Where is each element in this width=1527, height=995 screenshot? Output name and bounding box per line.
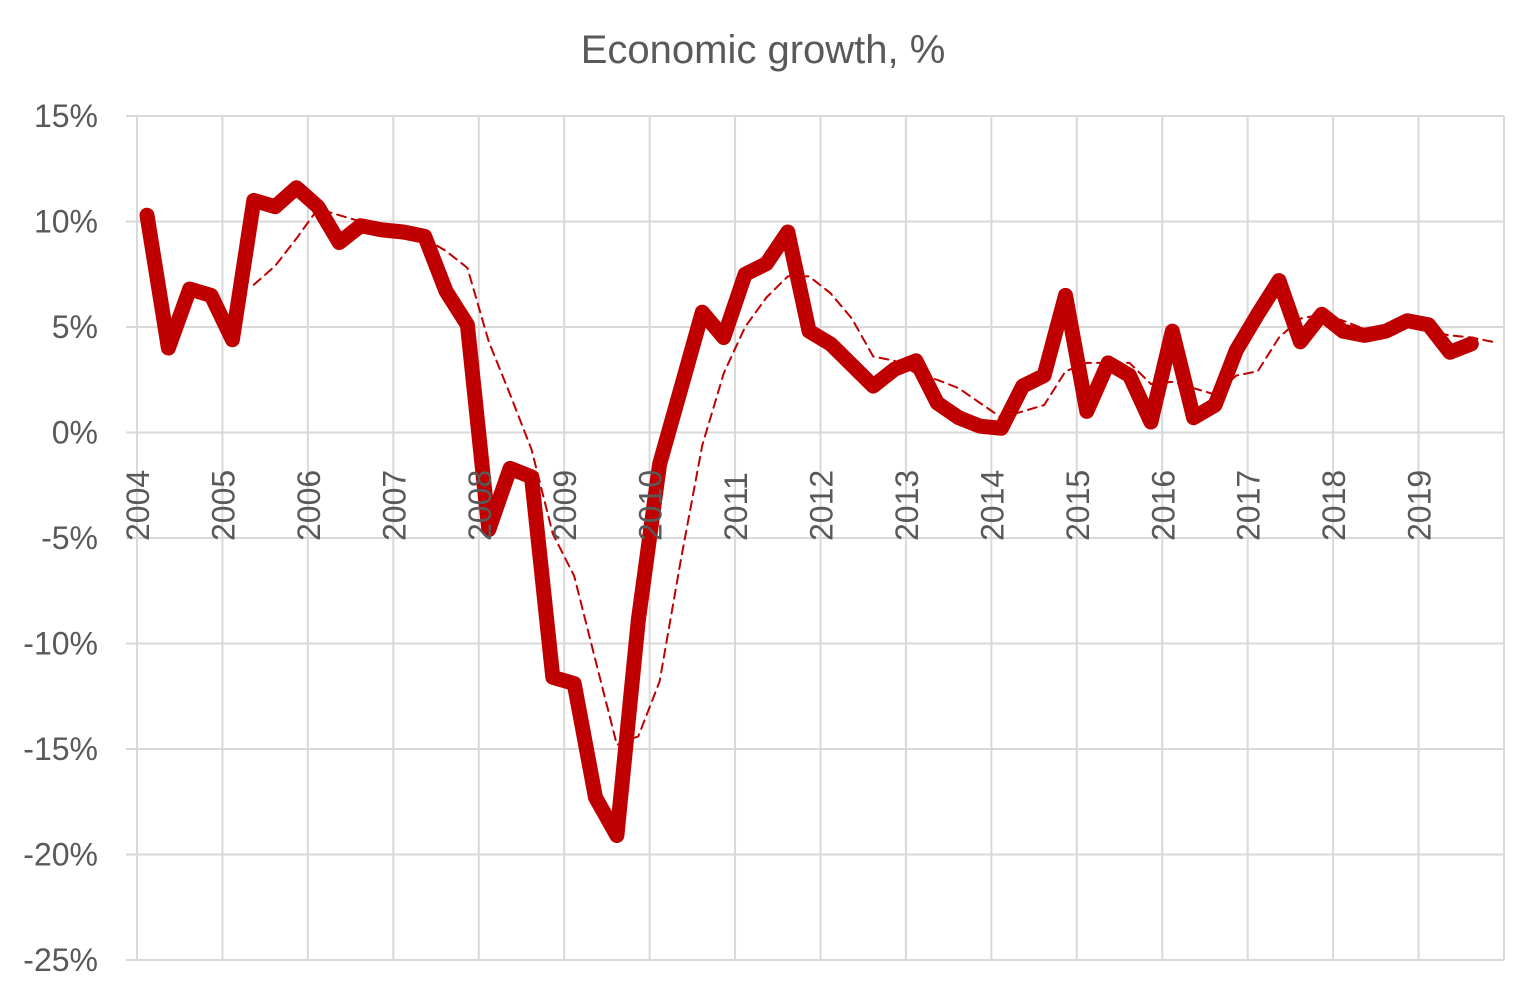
x-tick-label: 2010 — [633, 470, 669, 541]
y-tick-label: -15% — [23, 731, 98, 767]
y-axis-ticks: 15% 10% 5% 0% -5% -10% -15% -20% -25% — [23, 98, 98, 978]
x-tick-label: 2007 — [376, 470, 412, 541]
x-tick-label: 2012 — [804, 470, 840, 541]
y-tick-label: 15% — [34, 98, 98, 134]
x-tick-label: 2016 — [1145, 470, 1181, 541]
x-tick-label: 2009 — [547, 470, 583, 541]
x-tick-label: 2018 — [1316, 470, 1352, 541]
x-tick-label: 2005 — [205, 470, 241, 541]
y-tick-label: 5% — [52, 309, 98, 345]
x-tick-label: 2019 — [1402, 470, 1438, 541]
x-tick-label: 2008 — [462, 470, 498, 541]
y-tick-label: 10% — [34, 204, 98, 240]
x-tick-label: 2004 — [120, 470, 156, 541]
x-tick-label: 2006 — [291, 470, 327, 541]
y-tick-label: 0% — [52, 415, 98, 451]
y-tick-label: -5% — [41, 520, 98, 556]
x-tick-label: 2017 — [1231, 470, 1267, 541]
x-tick-label: 2015 — [1060, 470, 1096, 541]
y-tick-label: -25% — [23, 942, 98, 978]
gridlines — [126, 115, 1505, 961]
x-tick-label: 2014 — [974, 470, 1010, 541]
series-line-trend — [252, 207, 1494, 746]
x-tick-label: 2013 — [889, 470, 925, 541]
series-group — [139, 180, 1494, 843]
y-tick-label: -20% — [23, 837, 98, 873]
y-tick-label: -10% — [23, 626, 98, 662]
x-axis-ticks: 2004 2005 2006 2007 2008 2009 2010 2011 2012 2013… — [120, 470, 1438, 541]
x-tick-label: 2011 — [718, 472, 754, 541]
chart-title: Economic growth, % — [581, 28, 946, 72]
series-line-growth — [139, 180, 1479, 843]
